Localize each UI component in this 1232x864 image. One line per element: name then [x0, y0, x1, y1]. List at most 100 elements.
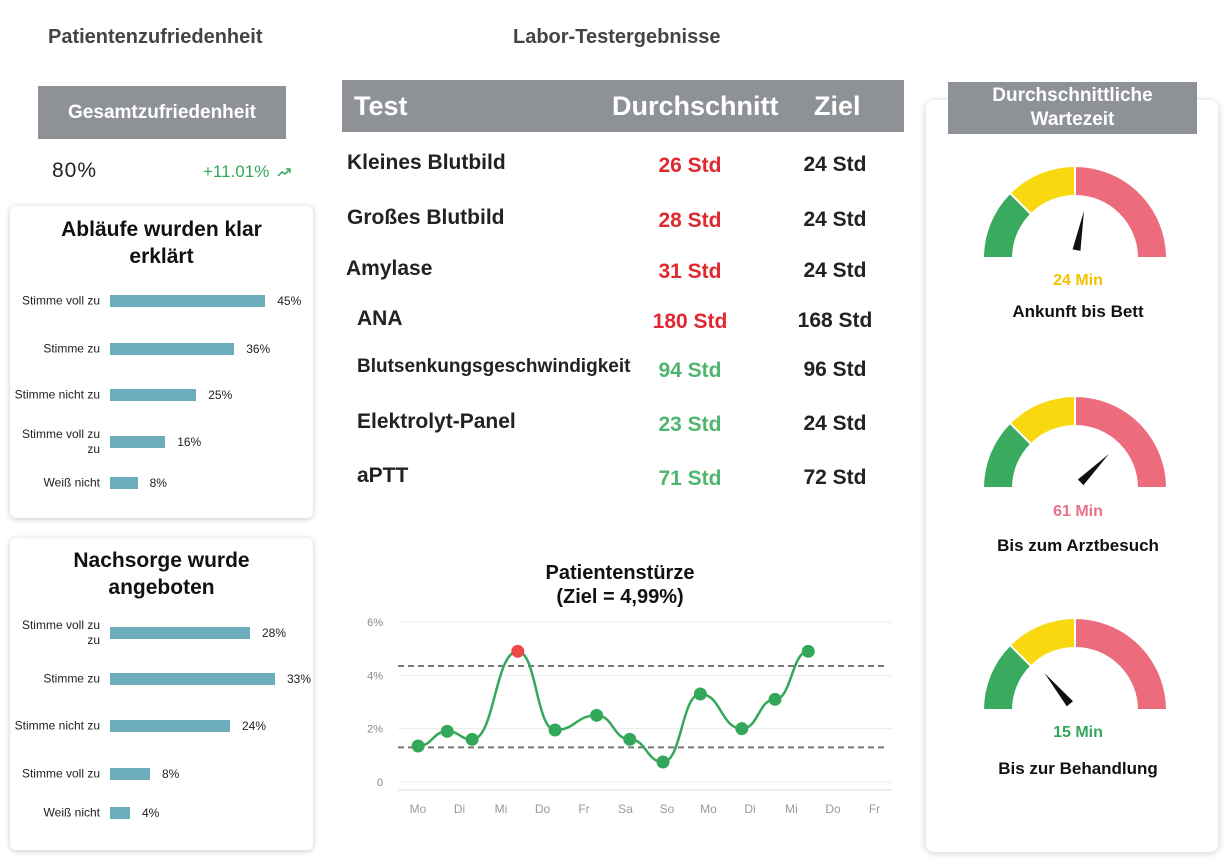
lab-test-name: Blutsenkungsgeschwindigkeit: [357, 356, 631, 377]
gauge-label: Ankunft bis Bett: [1012, 302, 1144, 321]
lab-test-average: 180 Std: [652, 310, 728, 333]
lab-test-target: 96 Std: [803, 358, 867, 381]
lab-test-name: Großes Blutbild: [347, 206, 505, 229]
survey-bar-row: Stimme zu 36%: [10, 334, 310, 364]
gauge-label: Bis zum Arztbesuch: [997, 536, 1159, 555]
survey-bar-row: Stimme voll zu 45%: [10, 286, 310, 316]
survey-bar-label: Stimme voll zu: [21, 293, 100, 308]
falls-point: [768, 692, 782, 706]
lab-test-target: 24 Std: [803, 153, 867, 176]
overall-satisfaction-value: 80%: [52, 159, 98, 182]
falls-point: [656, 755, 670, 769]
x-tick-label: Mi: [495, 802, 508, 816]
survey-bars: Stimme voll zu 45% Stimme zu 36% Stimme nich…: [10, 206, 313, 518]
lab-test-name: ANA: [357, 307, 403, 330]
wait-gauge: [982, 617, 1168, 711]
falls-point: [801, 644, 815, 658]
lab-test-average: 31 Std: [658, 260, 722, 283]
lab-test-target: 24 Std: [803, 259, 867, 282]
survey-bar-row: Stimme voll zu 8%: [10, 759, 310, 789]
gauge-needle: [1044, 673, 1073, 707]
lab-test-target: 24 Std: [803, 412, 867, 435]
survey-bar: [110, 720, 230, 732]
survey-bar-label: Stimme zu: [43, 341, 100, 356]
overall-satisfaction-delta: +11.01%: [203, 162, 291, 182]
survey-bar: [110, 389, 197, 401]
x-tick-label: Mo: [700, 802, 717, 816]
survey-bar: [110, 436, 166, 448]
satisfaction-title: Patientenzufriedenheit: [48, 26, 263, 48]
gauge-label: Bis zur Behandlung: [998, 759, 1158, 778]
trend-up-icon: [277, 168, 291, 177]
overall-satisfaction-header: Gesamtzufriedenheit: [38, 86, 286, 139]
survey-bar: [110, 343, 235, 355]
survey-bar-pct: 8%: [162, 767, 180, 781]
survey-bar-label: Stimme nicht zu: [14, 718, 100, 733]
wait-time-header: Durchschnittliche Wartezeit: [948, 82, 1197, 134]
survey-bar-label: Stimme nicht zu: [14, 387, 100, 402]
x-tick-label: Sa: [618, 802, 633, 816]
survey-bar-label: Stimme voll zu zu: [21, 427, 100, 456]
lab-test-name: Elektrolyt-Panel: [357, 410, 516, 433]
x-tick-label: Fr: [869, 802, 880, 816]
col-header-avg: Durchschnitt: [612, 91, 779, 121]
x-tick-label: Mi: [785, 802, 798, 816]
survey-bar: [110, 768, 150, 780]
lab-test-average: 94 Std: [658, 359, 722, 382]
chart-title: Patientenstürze: [545, 562, 695, 584]
col-header-target: Ziel: [814, 91, 861, 121]
survey-bar-label: Weiß nicht: [43, 475, 100, 490]
lab-test-average: 26 Std: [658, 154, 722, 177]
survey-bar-row: Stimme voll zu zu 28%: [10, 618, 310, 648]
x-tick-label: So: [660, 802, 675, 816]
survey-bar: [110, 627, 250, 639]
lab-test-average: 28 Std: [658, 209, 722, 232]
survey-bar-pct: 36%: [246, 342, 271, 356]
survey-bar-pct: 28%: [262, 626, 287, 640]
survey-bar-pct: 8%: [149, 476, 167, 490]
gauge-zone-red: [1074, 617, 1168, 711]
y-tick-label: 4%: [367, 670, 383, 682]
survey-bar-pct: 45%: [277, 294, 302, 308]
survey-bar-row: Stimme nicht zu 25%: [10, 380, 310, 410]
survey-bar-row: Stimme nicht zu 24%: [10, 711, 310, 741]
survey-bar: [110, 295, 266, 307]
falls-point: [693, 687, 707, 701]
col-header-test: Test: [354, 91, 408, 121]
wait-gauge: [982, 395, 1168, 489]
x-tick-label: Do: [535, 802, 551, 816]
y-tick-label: 2%: [367, 724, 383, 736]
gauge-needle: [1077, 454, 1109, 486]
lab-test-target: 72 Std: [803, 466, 867, 489]
survey-bar-pct: 4%: [142, 806, 160, 820]
falls-point: [465, 732, 479, 746]
survey-bar-row: Stimme zu 33%: [10, 664, 311, 694]
chart-title-block: Patientenstürze (Ziel = 4,99%): [470, 561, 770, 609]
wait-gauge: [982, 165, 1168, 259]
survey-bar-pct: 16%: [177, 435, 202, 449]
x-tick-label: Di: [454, 802, 465, 816]
falls-point: [440, 724, 454, 738]
chart-subtitle: (Ziel = 4,99%): [556, 586, 684, 608]
falls-point: [590, 708, 604, 722]
x-tick-label: Fr: [578, 802, 589, 816]
survey-bar-pct: 24%: [242, 719, 267, 733]
lab-table-header: Test Durchschnitt Ziel: [342, 80, 904, 132]
survey-bar: [110, 477, 138, 489]
gauge-needle: [1072, 210, 1084, 251]
falls-series-line: [418, 650, 809, 764]
y-tick-label: 0: [377, 777, 383, 789]
survey-bar-label: Weiß nicht: [43, 805, 100, 820]
lab-test-name: aPTT: [357, 464, 409, 487]
y-tick-label: 6%: [367, 617, 383, 629]
lab-test-average: 71 Std: [658, 467, 722, 490]
wait-time-panel: [926, 100, 1218, 852]
survey-bar-row: Weiß nicht 4%: [10, 798, 310, 828]
survey-bar-label: Stimme zu: [43, 671, 100, 686]
survey-card-followup: Nachsorge wurde angeboten Stimme voll zu…: [10, 538, 313, 850]
survey-bar-label: Stimme voll zu: [21, 766, 100, 781]
falls-point: [548, 723, 562, 737]
lab-test-name: Amylase: [346, 257, 433, 280]
x-tick-label: Mo: [410, 802, 427, 816]
survey-bar-row: Stimme voll zu zu 16%: [10, 427, 310, 457]
